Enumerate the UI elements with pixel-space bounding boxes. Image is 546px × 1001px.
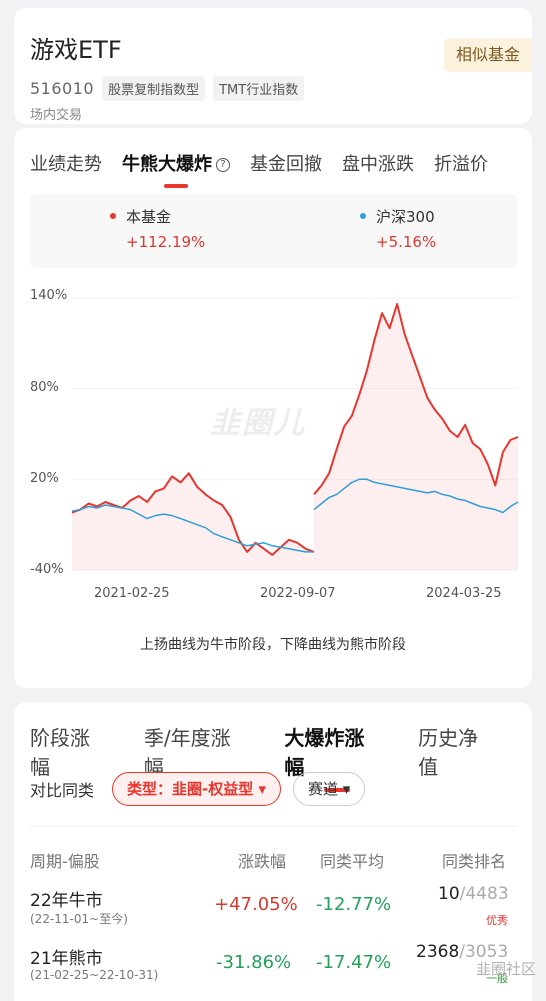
tab-drawdown[interactable]: 基金回撤 (250, 154, 322, 175)
row-period-name: 21年熊市 (30, 949, 103, 969)
x-tick-label: 2024-03-25 (426, 586, 502, 601)
tab-intraday[interactable]: 盘中涨跌 (342, 154, 414, 175)
tab-bigbang-returns[interactable]: 大爆炸涨幅 (284, 722, 384, 792)
fund-index-tag: TMT行业指数 (213, 76, 305, 101)
chart-tabs: 业绩走势 牛熊大爆炸? 基金回撤 盘中涨跌 折溢价 (30, 150, 508, 188)
similar-funds-button[interactable]: 相似基金 (444, 38, 532, 72)
filter-row: 对比同类 类型：韭圈-权益型 ▾ 赛道 ▾ (30, 772, 377, 806)
legend-index-name: 沪深300 (376, 208, 435, 226)
row-rank-value: 10 (438, 884, 460, 904)
fund-series-line (313, 303, 519, 496)
tab-bull-bear[interactable]: 牛熊大爆炸? (122, 150, 230, 188)
tab-stage-returns[interactable]: 阶段涨幅 (30, 726, 90, 779)
x-tick-label: 2021-02-25 (94, 586, 170, 601)
divider (30, 826, 516, 827)
fund-area-fill (314, 304, 518, 570)
tab-premium[interactable]: 折溢价 (434, 154, 488, 175)
y-tick-label: -40% (30, 562, 64, 577)
legend-index-value: +5.16% (376, 233, 437, 251)
table-tabs: 阶段涨幅 季/年度涨幅 大爆炸涨幅 历史净值 (30, 722, 532, 792)
tab-performance[interactable]: 业绩走势 (30, 154, 102, 175)
row-change: +47.05% (214, 894, 298, 915)
fund-series-line (71, 472, 315, 556)
legend-index: 沪深300 +5.16% (360, 206, 436, 251)
row-period-date: (21-02-25~22-10-31) (30, 968, 159, 982)
row-rank: 2368/3053 (416, 942, 508, 962)
row-rank-value: 2368 (416, 942, 460, 962)
header-average: 同类平均 (320, 852, 385, 871)
legend-index-dot (360, 213, 366, 219)
row-rank-total: /4483 (459, 884, 509, 904)
legend-fund-value: +112.19% (126, 233, 206, 251)
corner-watermark: 韭圈社区 (475, 960, 536, 978)
exchange-label: 场内交易 (30, 108, 83, 123)
returns-card: 阶段涨幅 季/年度涨幅 大爆炸涨幅 历史净值 对比同类 类型：韭圈-权益型 ▾ … (14, 702, 532, 1001)
row-rank: 10/4483 (438, 884, 509, 904)
row-rank-total: /3053 (459, 942, 509, 962)
fund-meta-row: 516010 股票复制指数型 TMT行业指数 (30, 76, 305, 101)
help-icon[interactable]: ? (216, 158, 230, 172)
chart-watermark: 韭圈儿 (210, 406, 306, 441)
row-change: -31.86% (216, 952, 292, 973)
tab-bull-bear-label: 牛熊大爆炸 (122, 154, 212, 175)
filter-label: 对比同类 (30, 781, 95, 800)
category-type-dropdown[interactable]: 类型：韭圈-权益型 ▾ (112, 772, 281, 806)
tab-nav-history[interactable]: 历史净值 (418, 726, 479, 779)
chart-legend: 本基金 +112.19% 沪深300 +5.16% (30, 194, 518, 268)
index-series-line (313, 478, 519, 514)
fund-header-card: 游戏ETF 相似基金 516010 股票复制指数型 TMT行业指数 场内交易 (14, 8, 532, 124)
index-series-line (71, 504, 314, 553)
legend-fund: 本基金 +112.19% (110, 206, 205, 251)
fund-code: 516010 (30, 79, 95, 98)
row-average: -17.47% (316, 952, 392, 973)
fund-type-tag: 股票复制指数型 (102, 76, 206, 101)
y-tick-label: 140% (30, 288, 68, 303)
row-period-name: 22年牛市 (30, 891, 103, 911)
rank-badge: 一般 (486, 972, 508, 985)
chart-card: 业绩走势 牛熊大爆炸? 基金回撤 盘中涨跌 折溢价 本基金 +112.19% 沪… (14, 128, 532, 688)
row-period-date: (22-11-01~至今) (30, 912, 128, 926)
legend-fund-name: 本基金 (126, 208, 172, 226)
legend-fund-dot (110, 213, 116, 219)
y-tick-label: 20% (30, 471, 59, 486)
header-rank: 同类排名 (442, 852, 507, 871)
rank-badge: 优秀 (486, 914, 508, 927)
chart-note: 上扬曲线为牛市阶段，下降曲线为熊市阶段 (140, 637, 406, 653)
row-average: -12.77% (316, 894, 392, 915)
header-change: 涨跌幅 (238, 852, 287, 871)
fund-area-fill (72, 473, 314, 570)
track-dropdown[interactable]: 赛道 ▾ (293, 772, 366, 806)
fund-title: 游戏ETF (30, 36, 122, 64)
bull-bear-chart[interactable] (14, 278, 532, 578)
header-period: 周期-偏股 (30, 852, 100, 871)
x-tick-label: 2022-09-07 (260, 586, 336, 601)
y-tick-label: 80% (30, 380, 59, 395)
